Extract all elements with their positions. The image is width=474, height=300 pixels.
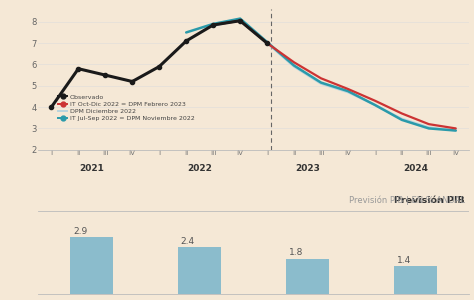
Text: 2.9: 2.9 bbox=[73, 227, 87, 236]
Text: 2023: 2023 bbox=[295, 164, 320, 173]
Text: Previsión PIB: Previsión PIB bbox=[394, 196, 465, 205]
Text: 2021: 2021 bbox=[80, 164, 104, 173]
Legend: Observado, IT Oct-Dic 2022 = DPM Febrero 2023, DPM Diciembre 2022, IT Jul-Sep 20: Observado, IT Oct-Dic 2022 = DPM Febrero… bbox=[58, 94, 194, 121]
Text: 2024: 2024 bbox=[403, 164, 428, 173]
Bar bbox=[178, 247, 221, 294]
Text: 1.8: 1.8 bbox=[289, 248, 303, 257]
Text: 2022: 2022 bbox=[187, 164, 212, 173]
Text: 1.4: 1.4 bbox=[396, 256, 411, 265]
Bar bbox=[70, 237, 113, 294]
Bar bbox=[394, 266, 437, 294]
Text: 2.4: 2.4 bbox=[181, 236, 195, 245]
Bar bbox=[286, 259, 329, 294]
Text: Previsión PIB | EN % ANUAL: Previsión PIB | EN % ANUAL bbox=[349, 195, 465, 205]
